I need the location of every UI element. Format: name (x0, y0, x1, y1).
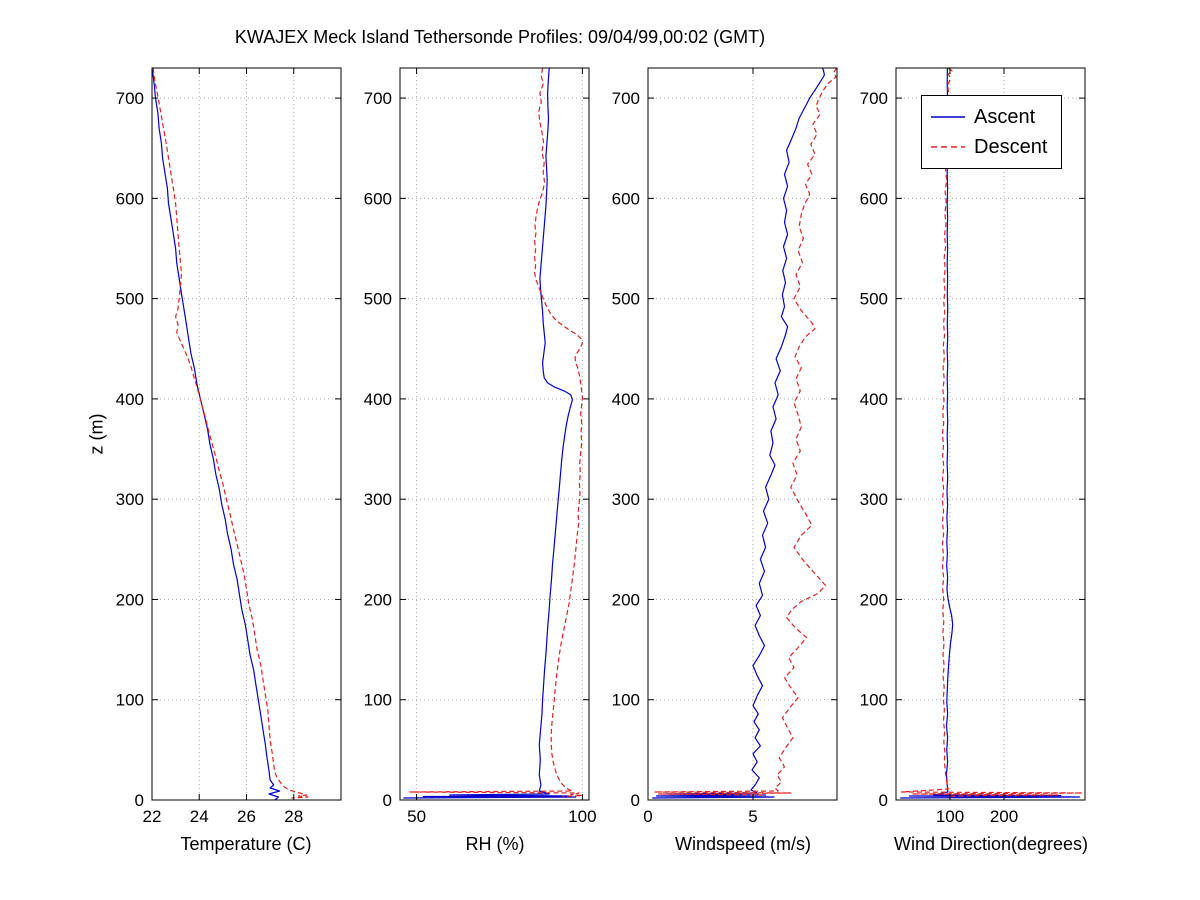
y-tick-label: 300 (364, 490, 392, 509)
y-tick-label: 100 (860, 691, 888, 710)
descent-profile-line (409, 68, 584, 798)
y-tick-label: 600 (364, 189, 392, 208)
axes-box (399, 67, 590, 801)
y-tick-label: 500 (116, 290, 144, 309)
x-tick-label: 28 (284, 807, 303, 826)
y-tick-label: 500 (612, 290, 640, 309)
x-tick-label: 0 (643, 807, 652, 826)
x-tick-label: 50 (407, 807, 426, 826)
descent-profile-line (152, 68, 309, 799)
y-tick-label: 400 (364, 390, 392, 409)
ascent-profile-line (900, 68, 1081, 799)
x-axis-label-rh: RH (%) (465, 834, 525, 854)
y-tick-label: 100 (612, 691, 640, 710)
x-tick-label: 200 (990, 807, 1018, 826)
x-tick-label: 26 (237, 807, 256, 826)
x-tick-label: 100 (568, 807, 596, 826)
y-tick-label: 300 (116, 490, 144, 509)
x-tick-label: 5 (748, 807, 757, 826)
x-axis-label-winddirection: Wind Direction(degrees) (893, 834, 1089, 854)
x-tick-label: 100 (936, 807, 964, 826)
x-axis-label-windspeed: Windspeed (m/s) (674, 834, 812, 854)
axes-box (895, 67, 1086, 801)
panel-4: 100 200 0 100 200 300 400 500 600 700 (860, 67, 1086, 826)
y-tick-label: 300 (612, 490, 640, 509)
descent-profile-line (900, 68, 1083, 797)
y-tick-label: 700 (612, 89, 640, 108)
axes-box (647, 67, 838, 801)
x-axis-label-temperature: Temperature (C) (180, 834, 312, 854)
legend: Ascent Descent (921, 95, 1063, 169)
y-tick-label: 200 (612, 590, 640, 609)
y-tick-label: 700 (116, 89, 144, 108)
ascent-profile-line (152, 68, 281, 800)
y-tick-label: 0 (631, 791, 640, 810)
y-tick-label: 200 (116, 590, 144, 609)
legend-item-descent: Descent (930, 132, 1047, 162)
ascent-profile-line (652, 68, 826, 799)
y-tick-label: 500 (364, 290, 392, 309)
y-tick-label: 400 (860, 390, 888, 409)
y-tick-label: 600 (860, 189, 888, 208)
axes-box (151, 67, 342, 801)
y-tick-label: 100 (116, 691, 144, 710)
y-tick-label: 600 (612, 189, 640, 208)
descent-profile-line (653, 68, 837, 796)
descent-line-sample (930, 141, 966, 153)
y-tick-label: 0 (135, 791, 144, 810)
y-tick-label: 700 (364, 89, 392, 108)
y-tick-label: 600 (116, 189, 144, 208)
ascent-line-sample (930, 111, 966, 123)
legend-label-ascent: Ascent (974, 105, 1036, 128)
y-tick-label: 500 (860, 290, 888, 309)
y-tick-label: 0 (879, 791, 888, 810)
y-tick-label: 0 (383, 791, 392, 810)
y-tick-label: 300 (860, 490, 888, 509)
y-tick-label: 100 (364, 691, 392, 710)
panel-2: 50 100 0 100 200 300 400 500 600 700 (364, 67, 597, 826)
y-tick-label: 200 (860, 590, 888, 609)
legend-label-descent: Descent (974, 135, 1048, 158)
x-tick-label: 24 (190, 807, 209, 826)
x-tick-label: 22 (143, 807, 162, 826)
y-tick-label: 400 (116, 390, 144, 409)
y-tick-label: 700 (860, 89, 888, 108)
legend-item-ascent: Ascent (930, 102, 1047, 132)
panel-1: 22 24 26 28 0 100 200 300 400 500 600 700 (116, 67, 342, 826)
chart-title: KWAJEX Meck Island Tethersonde Profiles:… (234, 27, 766, 47)
ascent-profile-line (403, 68, 577, 799)
y-tick-label: 200 (364, 590, 392, 609)
y-tick-label: 400 (612, 390, 640, 409)
